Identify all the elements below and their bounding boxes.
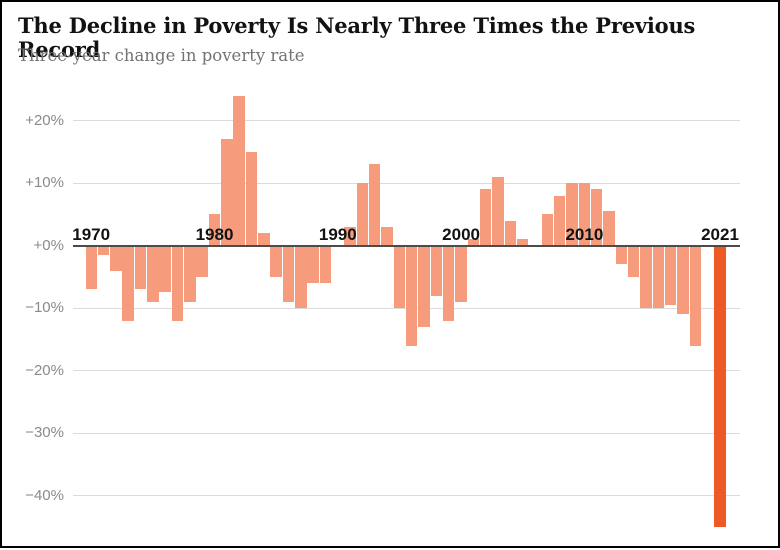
bar-2011: [591, 189, 603, 246]
bar-2008: [554, 195, 566, 246]
x-axis-year-label-2010: 2010: [565, 224, 604, 244]
bar-2002: [480, 189, 492, 246]
bar-2004: [504, 220, 517, 246]
bar-1995: [393, 245, 406, 308]
bar-1983: [245, 151, 258, 246]
bar-2014: [628, 245, 640, 277]
chart-title: The Decline in Poverty Is Nearly Three T…: [18, 13, 696, 63]
bar-1972: [110, 245, 122, 271]
bar-1997: [418, 245, 430, 327]
bar-1976: [159, 245, 171, 293]
bar-2017: [665, 245, 677, 305]
x-axis-year-label-2021: 2021: [701, 224, 739, 244]
y-axis-tick-label: −20%: [25, 361, 64, 379]
bar-1981: [221, 139, 233, 246]
y-axis-tick-label: +20%: [25, 111, 64, 129]
bar-1980: [208, 214, 221, 246]
bar-2010: [578, 183, 591, 246]
bar-2003: [492, 176, 504, 246]
gridline--30: [73, 432, 740, 434]
bar-2016: [652, 245, 665, 308]
gridline--20: [73, 370, 740, 371]
bar-2012: [603, 211, 615, 246]
x-axis-year-label-1980: 1980: [195, 224, 234, 244]
bar-2021: [714, 245, 726, 527]
bar-1977: [171, 245, 184, 321]
bar-2013: [615, 245, 628, 265]
y-axis-tick-label: −10%: [25, 299, 64, 316]
y-axis-tick-label: −40%: [25, 486, 64, 504]
x-axis-year-label-2000: 2000: [442, 224, 481, 244]
bar-1993: [369, 164, 381, 246]
bar-1975: [147, 245, 159, 302]
bar-1971: [97, 245, 110, 255]
bar-1973: [122, 245, 134, 321]
bar-1999: [443, 245, 455, 321]
bar-2005: [517, 239, 529, 246]
bar-1982: [233, 95, 245, 246]
bar-1986: [282, 245, 295, 302]
bar-1987: [295, 245, 307, 308]
bar-1974: [134, 245, 147, 290]
bar-1984: [258, 233, 270, 246]
gridline-20: [73, 120, 740, 121]
bar-1998: [430, 245, 443, 296]
bar-1970: [85, 245, 97, 290]
bar-1978: [184, 245, 196, 302]
bar-2000: [455, 245, 467, 302]
bar-1989: [319, 245, 332, 283]
bar-1988: [307, 245, 319, 283]
x-axis-year-label-1990: 1990: [318, 224, 357, 244]
y-axis-tick-label: +0%: [33, 236, 64, 254]
bar-2015: [640, 245, 652, 308]
bar-2001: [467, 239, 480, 246]
bar-2007: [541, 214, 554, 246]
x-axis-year-label-1970: 1970: [72, 224, 111, 244]
bar-2018: [677, 245, 689, 315]
bar-1991: [344, 226, 356, 246]
y-axis-tick-label: +10%: [25, 174, 64, 191]
y-axis-tick-label: −30%: [25, 424, 64, 441]
bar-2019: [689, 245, 702, 346]
bar-1985: [270, 245, 282, 277]
bar-2009: [566, 183, 578, 246]
gridline-10: [73, 182, 740, 184]
bar-1994: [381, 226, 393, 246]
gridline--40: [73, 495, 740, 496]
chart-subtitle: Three-year change in poverty rate: [18, 46, 305, 65]
bar-1992: [356, 183, 369, 246]
zero-axis-line: [73, 244, 740, 247]
bar-1979: [196, 245, 208, 277]
bar-1996: [406, 245, 418, 346]
